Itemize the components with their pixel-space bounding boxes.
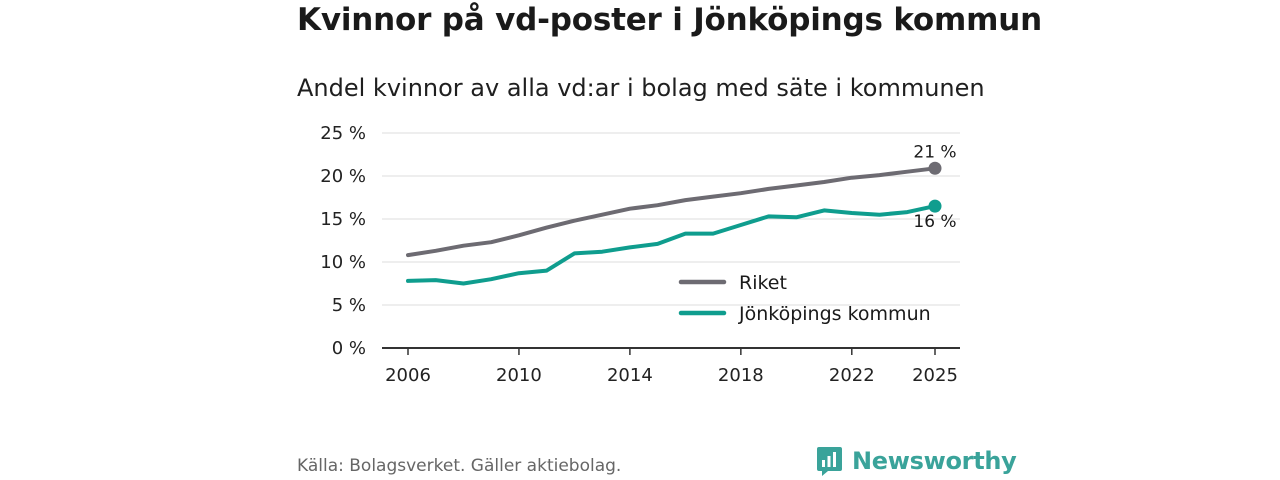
- y-tick-label: 25 %: [320, 123, 366, 144]
- legend: Riket Jönköpings kommun: [678, 272, 931, 325]
- legend-label-kommun: Jönköpings kommun: [738, 303, 931, 325]
- brand-name: Newsworthy: [852, 447, 1017, 475]
- end-value-label-0: 21 %: [913, 142, 956, 162]
- series-endpoint-1: [928, 199, 942, 213]
- y-tick-label: 15 %: [320, 209, 366, 230]
- series-lines: [406, 166, 937, 286]
- series-line-0: [406, 166, 937, 258]
- y-tick-label: 20 %: [320, 166, 366, 187]
- chart-subtitle: Andel kvinnor av alla vd:ar i bolag med …: [297, 74, 985, 102]
- source-note: Källa: Bolagsverket. Gäller aktiebolag.: [297, 456, 622, 476]
- y-tick-label: 5 %: [332, 295, 366, 316]
- x-axis: 2006 2010 2014 2018 2022 2025: [382, 347, 960, 386]
- x-tick-label: 2014: [607, 365, 653, 386]
- brand-logo[interactable]: Newsworthy: [816, 446, 1017, 476]
- x-tick-label: 2010: [496, 365, 542, 386]
- line-chart: 0 %5 %10 %15 %20 %25 % 2006 2010 2014 2018 2…: [320, 123, 960, 386]
- y-axis-ticks: 0 % 5 % 10 % 15 % 20 % 25 %: [320, 123, 366, 359]
- x-tick-label: 2025: [912, 365, 958, 386]
- series-endpoints: 21 % 16 %: [913, 142, 956, 232]
- series-line-1: [406, 204, 937, 286]
- series-endpoint-0: [928, 161, 942, 175]
- chart-title: Kvinnor på vd-poster i Jönköpings kommun: [297, 2, 1042, 38]
- y-tick-label: 0 %: [332, 338, 366, 359]
- end-value-label-1: 16 %: [913, 212, 956, 232]
- gridlines: [382, 132, 960, 306]
- x-tick-label: 2018: [718, 365, 764, 386]
- y-tick-label: 10 %: [320, 252, 366, 273]
- x-tick-label: 2022: [829, 365, 875, 386]
- bar-chart-logo-icon: [817, 447, 842, 476]
- legend-label-riket: Riket: [739, 272, 787, 294]
- x-tick-label: 2006: [385, 365, 431, 386]
